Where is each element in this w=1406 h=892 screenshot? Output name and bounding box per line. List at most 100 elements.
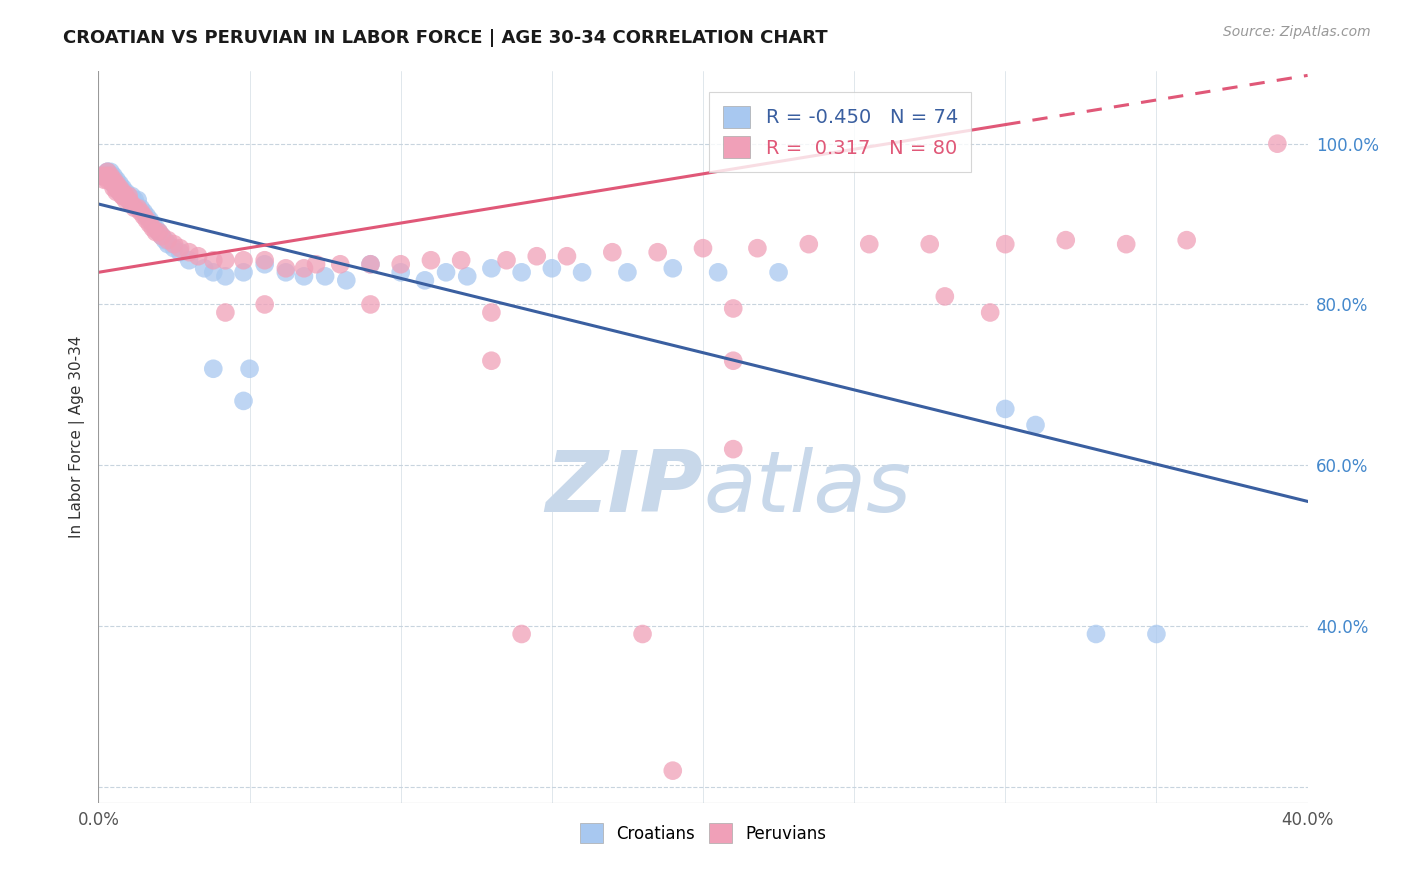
Point [214,253,236,268]
Point [918,237,941,252]
Point [253,257,276,271]
Point [858,237,880,252]
Point [111,189,134,203]
Point [103,169,125,183]
Point [163,237,186,252]
Point [253,297,276,311]
Point [1175,233,1198,247]
Point [510,627,533,641]
Point [121,197,143,211]
Point [193,261,215,276]
Point [994,237,1017,252]
Point [108,177,131,191]
Point [156,237,179,252]
Point [139,213,162,227]
Text: Source: ZipAtlas.com: Source: ZipAtlas.com [1223,25,1371,39]
Point [96,165,118,179]
Point [1024,417,1046,432]
Point [329,257,352,271]
Point [202,265,225,279]
Point [103,181,125,195]
Point [105,181,128,195]
Point [148,225,170,239]
Point [124,201,146,215]
Point [105,177,128,191]
Point [93,169,115,183]
Y-axis label: In Labor Force | Age 30-34: In Labor Force | Age 30-34 [69,335,86,539]
Point [1054,233,1077,247]
Point [124,193,146,207]
Point [105,185,128,199]
Text: CROATIAN VS PERUVIAN IN LABOR FORCE | AGE 30-34 CORRELATION CHART: CROATIAN VS PERUVIAN IN LABOR FORCE | AG… [63,29,828,46]
Point [169,241,191,255]
Point [723,301,745,316]
Point [114,189,136,203]
Point [481,305,503,319]
Point [121,197,143,211]
Point [108,185,131,199]
Point [768,265,790,279]
Point [994,401,1017,416]
Point [118,193,141,207]
Point [132,209,155,223]
Point [96,169,118,183]
Point [1115,237,1137,252]
Point [127,201,149,215]
Point [169,245,191,260]
Point [179,253,201,268]
Point [148,225,170,239]
Point [114,189,136,203]
Point [232,253,254,268]
Point [127,201,149,215]
Point [647,245,669,260]
Point [96,165,118,179]
Point [111,185,134,199]
Point [202,253,225,268]
Point [100,173,122,187]
Point [481,261,503,276]
Point [100,173,122,187]
Point [292,269,315,284]
Point [389,257,412,271]
Point [274,261,297,276]
Point [111,185,134,199]
Point [121,189,143,203]
Point [108,181,131,195]
Point [1085,627,1108,641]
Point [747,241,769,255]
Point [481,353,503,368]
Point [132,205,155,219]
Point [118,189,141,203]
Point [124,197,146,211]
Point [105,181,128,195]
Point [239,361,262,376]
Point [129,205,152,219]
Point [526,249,548,263]
Point [150,229,173,244]
Point [214,305,236,319]
Point [555,249,578,263]
Point [389,265,412,279]
Point [96,169,118,183]
Point [495,253,517,268]
Point [139,217,162,231]
Point [111,189,134,203]
Point [797,237,820,252]
Point [202,361,225,376]
Point [335,273,357,287]
Point [661,764,683,778]
Point [456,269,478,284]
Point [232,265,254,279]
Point [108,181,131,195]
Point [163,241,186,255]
Point [934,289,956,303]
Point [1144,627,1167,641]
Point [105,173,128,187]
Point [305,257,328,271]
Point [93,169,115,183]
Point [187,249,209,263]
Point [100,169,122,183]
Point [142,221,165,235]
Point [232,393,254,408]
Point [96,173,118,187]
